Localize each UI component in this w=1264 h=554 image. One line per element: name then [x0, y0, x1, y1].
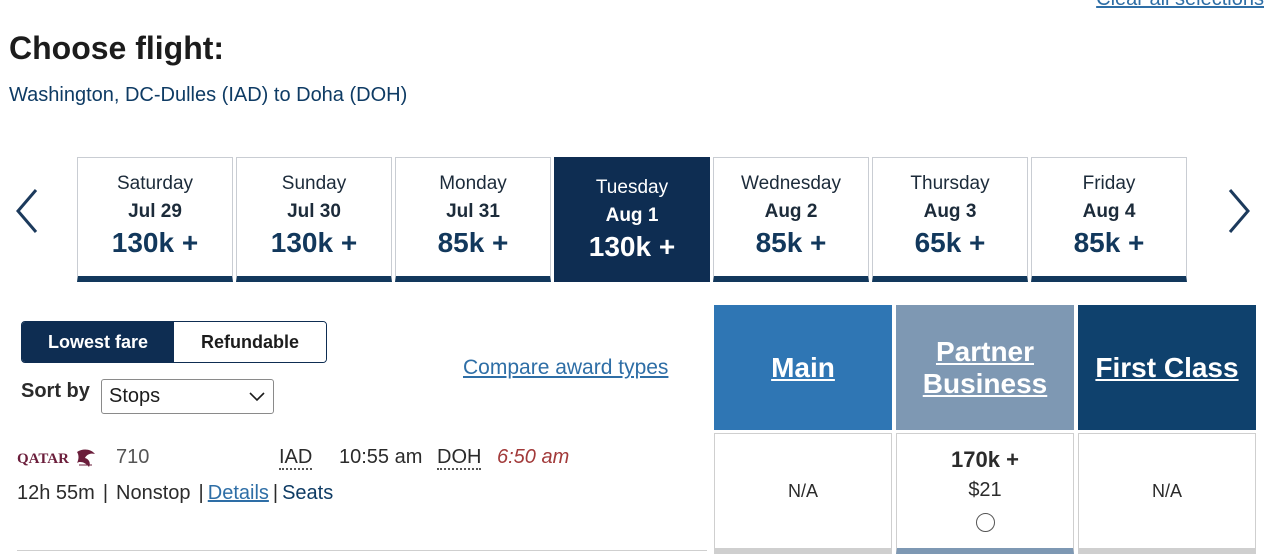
- chevron-right-icon[interactable]: [1224, 186, 1254, 236]
- date-card-date: Jul 29: [128, 201, 182, 222]
- row-divider: [17, 550, 707, 551]
- fare-partner-tax: $21: [968, 478, 1002, 501]
- date-card-sun-jul-30[interactable]: Sunday Jul 30 130k +: [236, 157, 392, 282]
- fare-cell-partner-business[interactable]: 170k + $21: [896, 433, 1074, 554]
- seats-link[interactable]: Seats: [282, 482, 334, 504]
- cabin-header-main-label: Main: [771, 351, 835, 383]
- date-card-mon-jul-31[interactable]: Monday Jul 31 85k +: [395, 157, 551, 282]
- cabin-header-partner-business[interactable]: Partner Business: [896, 305, 1074, 430]
- sort-select-value: Stops: [109, 385, 161, 407]
- date-card-price: 130k +: [270, 227, 358, 258]
- chevron-left-icon[interactable]: [12, 186, 42, 236]
- departure-time: 10:55 am: [339, 446, 423, 468]
- compare-award-types-link[interactable]: Compare award types: [463, 356, 669, 379]
- date-card-date: Aug 2: [764, 201, 818, 222]
- page-title: Choose flight:: [9, 30, 225, 66]
- date-card-price: 85k +: [755, 227, 827, 258]
- cabin-header-first-class[interactable]: First Class: [1078, 305, 1256, 430]
- arrival-airport-code[interactable]: DOH: [437, 446, 482, 470]
- date-card-price: 85k +: [437, 227, 509, 258]
- date-card-sat-jul-29[interactable]: Saturday Jul 29 130k +: [77, 157, 233, 282]
- fare-cell-first-class: N/A: [1078, 433, 1256, 554]
- departure-airport-code[interactable]: IAD: [279, 446, 313, 470]
- fare-main-na: N/A: [787, 480, 818, 501]
- date-card-day: Thursday: [910, 173, 990, 194]
- date-card-date: Aug 3: [923, 201, 977, 222]
- date-card-price: 65k +: [914, 227, 986, 258]
- sort-select[interactable]: Stops: [101, 379, 274, 414]
- date-card-date: Jul 30: [287, 201, 341, 222]
- date-card-day: Sunday: [281, 173, 347, 194]
- cabin-header-first-label: First Class: [1095, 351, 1239, 383]
- date-card-price: 85k +: [1073, 227, 1145, 258]
- date-card-date: Aug 4: [1082, 201, 1136, 222]
- flight-stops: Nonstop: [116, 482, 191, 504]
- fare-first-na: N/A: [1151, 480, 1182, 501]
- date-card-day: Monday: [439, 173, 507, 194]
- date-card-tue-aug-1-selected[interactable]: Tuesday Aug 1 130k +: [554, 157, 710, 282]
- chevron-down-icon: [249, 391, 265, 401]
- cabin-header-partner-label-1: Partner: [935, 335, 1035, 367]
- route-subtitle: Washington, DC-Dulles (IAD) to Doha (DOH…: [9, 84, 408, 106]
- cabin-header-partner-label-2: Business: [922, 367, 1048, 399]
- fare-partner-miles: 170k +: [951, 446, 1019, 472]
- sort-label: Sort by: [21, 380, 90, 402]
- cabin-header-main[interactable]: Main: [714, 305, 892, 430]
- date-card-day: Saturday: [116, 173, 194, 194]
- date-card-date: Jul 31: [446, 201, 500, 222]
- fare-cell-main: N/A: [714, 433, 892, 554]
- clear-all-selections-link[interactable]: Clear all selections: [1096, 0, 1264, 11]
- fare-select-radio[interactable]: [975, 512, 995, 532]
- date-card-fri-aug-4[interactable]: Friday Aug 4 85k +: [1031, 157, 1187, 282]
- refundable-button[interactable]: Refundable: [174, 322, 326, 362]
- flight-number: 710: [116, 446, 150, 468]
- fare-type-toggle: Lowest fare Refundable: [21, 321, 327, 363]
- date-card-day: Wednesday: [741, 173, 841, 194]
- date-card-price: 130k +: [588, 231, 676, 262]
- arrival-time: 6:50 am: [497, 446, 570, 468]
- date-card-day: Friday: [1082, 173, 1136, 194]
- lowest-fare-button[interactable]: Lowest fare: [22, 322, 174, 362]
- details-link[interactable]: Details: [207, 482, 269, 504]
- date-card-date: Aug 1: [605, 205, 659, 226]
- date-card-wed-aug-2[interactable]: Wednesday Aug 2 85k +: [713, 157, 869, 282]
- date-card-day: Tuesday: [595, 177, 669, 198]
- airline-logo-text: QATAR: [17, 451, 69, 467]
- date-card-price: 130k +: [111, 227, 199, 258]
- flight-meta: 12h 55m | Nonstop | Details | Seats: [17, 482, 334, 504]
- qatar-airways-logo: QATAR: [17, 446, 99, 472]
- flight-duration: 12h 55m: [17, 482, 95, 504]
- date-selector: Saturday Jul 29 130k + Sunday Jul 30 130…: [77, 157, 1187, 282]
- date-card-thu-aug-3[interactable]: Thursday Aug 3 65k +: [872, 157, 1028, 282]
